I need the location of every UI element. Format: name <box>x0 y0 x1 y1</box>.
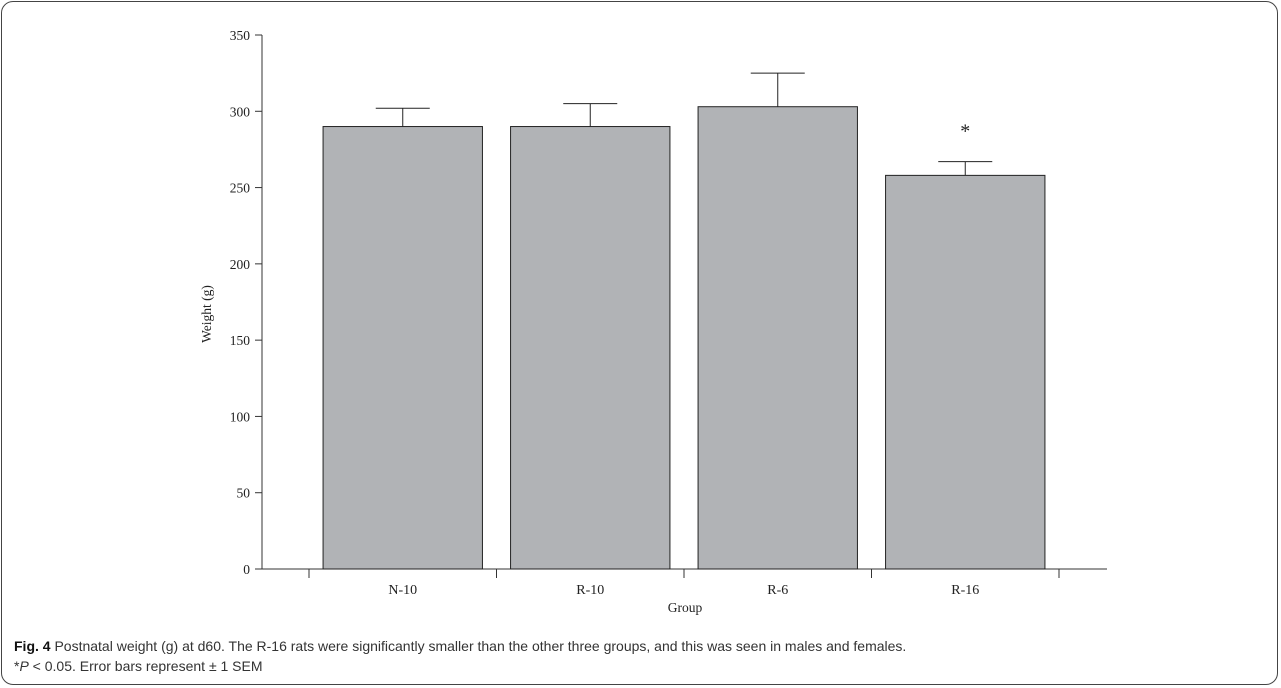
x-tick-label: R-16 <box>951 583 979 598</box>
caption-p: P <box>19 658 29 674</box>
caption-text: Postnatal weight (g) at d60. The R-16 ra… <box>50 638 907 654</box>
significance-marker: * <box>960 121 970 143</box>
y-tick-label: 350 <box>230 28 251 43</box>
bar <box>510 126 671 570</box>
x-tick-label: R-10 <box>576 583 604 598</box>
y-tick-label: 300 <box>230 104 251 119</box>
caption-line-1: Fig. 4 Postnatal weight (g) at d60. The … <box>14 636 1264 656</box>
y-tick-label: 100 <box>230 409 251 424</box>
x-axis-title: Group <box>668 600 703 615</box>
x-tick-label: R-6 <box>767 583 788 598</box>
caption-star: * <box>14 658 20 674</box>
error-bars <box>375 72 993 176</box>
x-axis: N-10 R-10 R-6 R-16 <box>262 568 1107 598</box>
y-tick-label: 50 <box>237 486 251 501</box>
figure-label: Fig. 4 <box>14 638 51 654</box>
y-axis-title: Weight (g) <box>199 285 214 343</box>
annotations: * <box>960 121 970 143</box>
y-tick-label: 200 <box>230 257 251 272</box>
y-axis: 0 50 100 150 200 250 300 350 <box>230 28 263 577</box>
bar <box>697 106 858 570</box>
figure-caption: Fig. 4 Postnatal weight (g) at d60. The … <box>14 636 1264 676</box>
y-tick-label: 150 <box>230 333 251 348</box>
bars <box>322 106 1046 570</box>
y-tick-label: 250 <box>230 181 251 196</box>
x-tick-label: N-10 <box>388 583 417 598</box>
bar <box>322 126 483 570</box>
y-tick-label: 0 <box>243 562 250 577</box>
caption-line-2: *P < 0.05. Error bars represent ± 1 SEM <box>14 656 1264 676</box>
bar <box>885 174 1046 570</box>
caption-rest: < 0.05. Error bars represent ± 1 SEM <box>28 658 263 674</box>
